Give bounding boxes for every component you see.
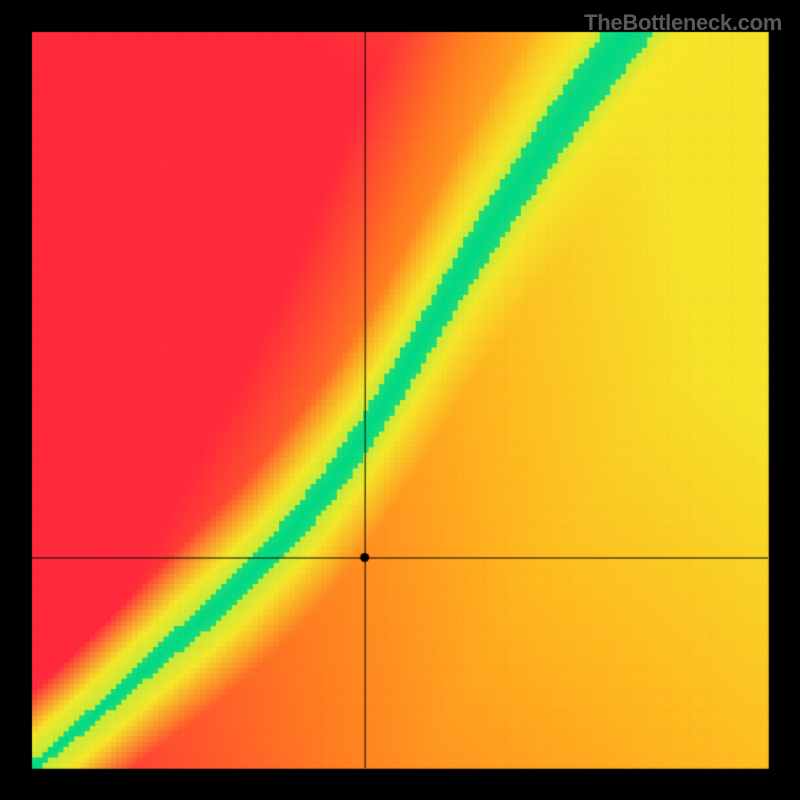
- watermark-text: TheBottleneck.com: [584, 10, 782, 36]
- bottleneck-heatmap: [0, 0, 800, 800]
- heatmap-canvas: [0, 0, 800, 800]
